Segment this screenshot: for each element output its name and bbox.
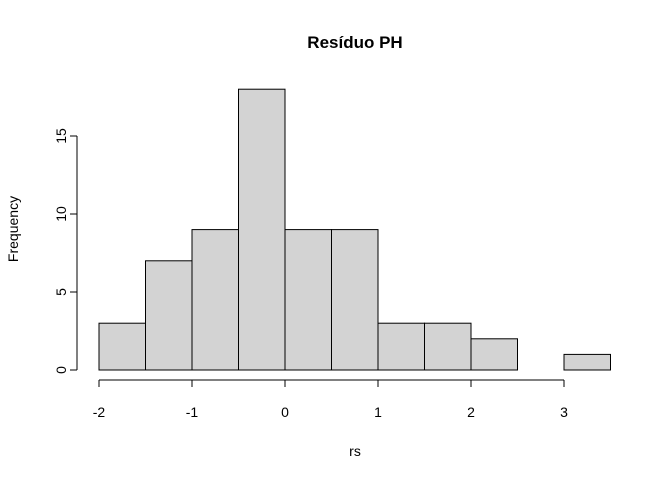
histogram-bar: [145, 260, 193, 371]
x-tick-label: 3: [560, 404, 568, 420]
x-tick-label: 0: [281, 404, 289, 420]
histogram-bar: [470, 338, 518, 371]
y-tick-label: 5: [53, 288, 69, 296]
x-tick-label: 1: [374, 404, 382, 420]
x-axis-label: rs: [349, 443, 361, 459]
y-tick-label: 15: [53, 128, 69, 144]
y-tick-label: 10: [53, 206, 69, 222]
x-axis: -2 -1 0 1 2 3: [93, 379, 568, 420]
histogram-bar: [424, 322, 472, 371]
histogram-bar: [377, 322, 425, 371]
x-tick-label: -2: [93, 404, 106, 420]
x-tick-label: 2: [467, 404, 475, 420]
y-axis: 0 5 10 15: [53, 128, 78, 374]
bars-group: [98, 88, 611, 371]
histogram-bar: [191, 229, 239, 371]
histogram-bar: [563, 353, 611, 371]
x-tick-label: -1: [186, 404, 199, 420]
y-tick-label: 0: [53, 366, 69, 374]
histogram-bar: [238, 88, 286, 371]
histogram-bar: [331, 229, 379, 371]
chart-title: Resíduo PH: [307, 33, 402, 52]
y-axis-label: Frequency: [5, 196, 21, 262]
histogram-bar: [98, 322, 146, 371]
histogram-bar: [284, 229, 332, 371]
